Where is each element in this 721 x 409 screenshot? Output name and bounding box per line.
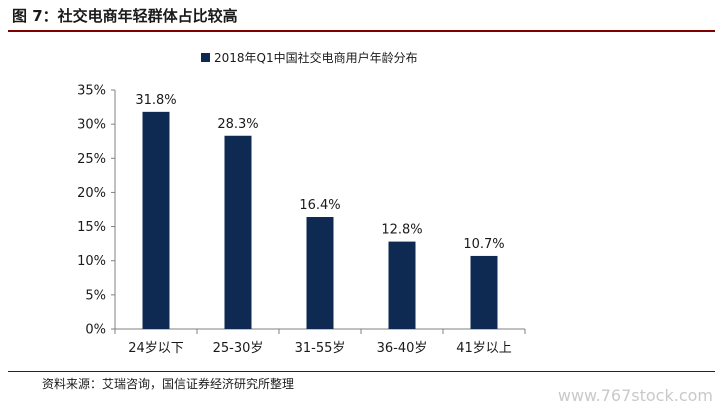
figure-title: 图 7：社交电商年轻群体占比较高	[12, 7, 238, 25]
bar	[142, 111, 170, 329]
y-axis: 0% 5% 10% 15% 20% 25% 30% 35%	[77, 84, 116, 338]
legend-label: 2018年Q1中国社交电商用户年龄分布	[214, 50, 418, 65]
chart-legend: 2018年Q1中国社交电商用户年龄分布	[201, 50, 418, 65]
watermark: www.767stock.com	[557, 386, 713, 405]
footer-divider	[8, 371, 715, 372]
x-tick-label: 41岁以上	[456, 341, 512, 356]
legend-swatch	[201, 53, 210, 62]
bar	[388, 241, 416, 329]
y-tick-label: 25%	[77, 152, 106, 167]
x-tick-label: 24岁以下	[128, 341, 184, 356]
data-label: 28.3%	[217, 117, 258, 132]
y-tick-label: 30%	[77, 118, 106, 133]
bar	[224, 135, 252, 329]
bar-chart: 2018年Q1中国社交电商用户年龄分布 0% 5% 10% 15% 20% 25% 30% 3…	[77, 50, 526, 356]
bar	[306, 217, 334, 329]
y-tick-label: 15%	[77, 220, 106, 235]
y-tick-label: 35%	[77, 84, 106, 99]
x-tick-label: 36-40岁	[377, 341, 428, 356]
y-tick-label: 0%	[85, 323, 106, 338]
y-tick-label: 20%	[77, 186, 106, 201]
data-label: 10.7%	[463, 237, 504, 252]
y-tick-label: 10%	[77, 254, 106, 269]
header-divider	[8, 30, 715, 32]
data-label: 31.8%	[135, 93, 176, 108]
bar-series: 31.8% 28.3% 16.4% 12.8% 10.7%	[135, 93, 505, 329]
x-tick-label: 25-30岁	[213, 341, 264, 356]
data-label: 12.8%	[381, 223, 422, 238]
figure-header: 图 7：社交电商年轻群体占比较高	[0, 0, 721, 32]
y-tick-label: 5%	[85, 288, 106, 303]
source-note: 资料来源：艾瑞咨询，国信证券经济研究所整理	[42, 377, 295, 391]
x-tick-label: 31-55岁	[295, 341, 346, 356]
bar	[470, 255, 498, 329]
data-label: 16.4%	[299, 198, 340, 213]
x-axis: 24岁以下 25-30岁 31-55岁 36-40岁 41岁以上	[114, 328, 526, 356]
